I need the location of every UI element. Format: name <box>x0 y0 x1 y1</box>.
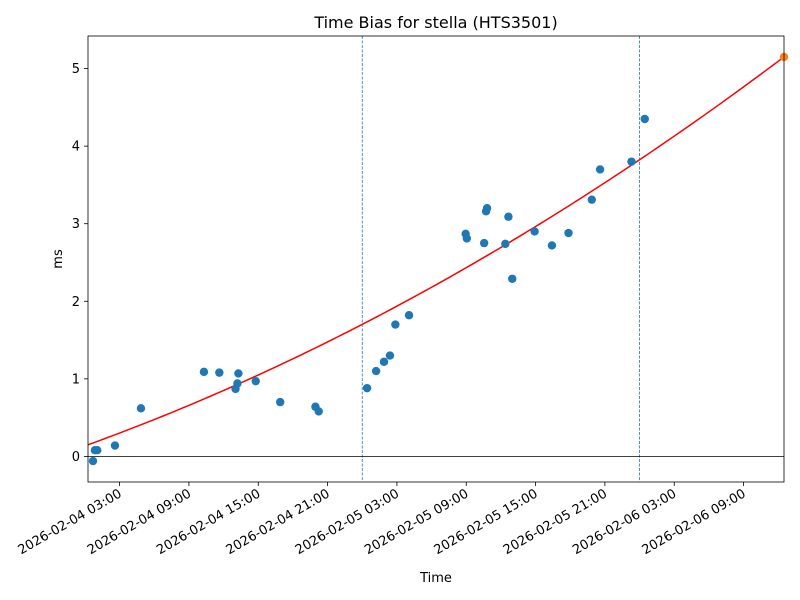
x-axis-label: Time <box>419 571 452 586</box>
data-point-18 <box>391 320 400 329</box>
y-tick-label-2: 2 <box>72 295 80 310</box>
data-point-33 <box>627 157 636 166</box>
data-point-9 <box>234 369 243 378</box>
data-point-24 <box>482 203 492 213</box>
chart-title: Time Bias for stella (HTS3501) <box>313 13 557 32</box>
data-point-8 <box>233 379 242 388</box>
y-axis-label: ms <box>51 249 66 269</box>
y-tick-label-5: 5 <box>72 62 80 77</box>
data-point-10 <box>251 376 260 386</box>
data-point-14 <box>362 383 372 393</box>
data-point-28 <box>530 227 539 236</box>
data-point-6 <box>215 368 224 377</box>
data-point-25 <box>501 239 510 249</box>
data-point-27 <box>508 274 517 283</box>
data-point-26 <box>504 212 513 221</box>
y-tick-label-1: 1 <box>72 372 80 387</box>
data-point-29 <box>547 241 557 250</box>
plot-inner <box>88 36 784 482</box>
y-tick-label-3: 3 <box>72 217 80 232</box>
data-point-16 <box>379 357 389 366</box>
data-point-22 <box>479 238 489 248</box>
data-point-15 <box>371 366 381 376</box>
data-point-32 <box>595 165 605 174</box>
data-point-19 <box>404 311 414 320</box>
plot-area <box>87 35 789 483</box>
fit-curve <box>88 56 784 446</box>
data-point-0 <box>88 456 98 466</box>
y-tick-label-0: 0 <box>72 450 80 465</box>
data-point-4 <box>136 404 146 413</box>
data-point-11 <box>275 397 285 407</box>
data-point-34 <box>640 114 649 124</box>
data-point-21 <box>462 234 472 243</box>
data-point-31 <box>587 195 597 204</box>
y-tick-label-4: 4 <box>72 140 80 155</box>
data-point-2 <box>93 445 102 455</box>
plot-frame <box>87 35 785 483</box>
data-point-30 <box>564 228 573 238</box>
data-point-13 <box>314 407 323 416</box>
data-point-17 <box>385 351 395 360</box>
data-point-5 <box>199 367 209 377</box>
data-point-3 <box>110 441 120 450</box>
